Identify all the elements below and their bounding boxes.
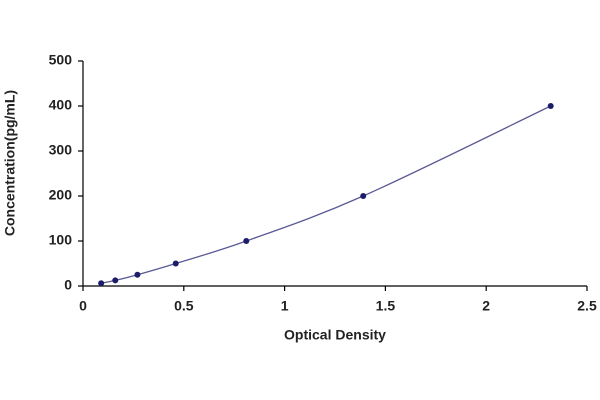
x-axis-title: Optical Density (284, 327, 386, 343)
data-point (547, 103, 554, 109)
data-point (360, 193, 367, 199)
x-tick-label: 0.5 (174, 298, 194, 314)
fit-curve (101, 105, 551, 284)
y-tick-label: 200 (49, 187, 73, 203)
data-point (243, 238, 250, 244)
y-tick-label: 0 (64, 277, 72, 293)
x-tick-label: 2.5 (577, 298, 597, 314)
y-tick-label: 500 (49, 52, 73, 68)
y-tick-label: 400 (49, 97, 73, 113)
x-tick-label: 1.5 (376, 298, 396, 314)
x-tick-label: 0 (79, 298, 87, 314)
y-tick-label: 100 (49, 232, 73, 248)
y-tick-label: 300 (49, 142, 73, 158)
data-point (98, 280, 105, 287)
x-tick-label: 1 (281, 298, 289, 314)
data-point (134, 271, 141, 278)
y-axis-title: Concentration(pg/mL) (2, 90, 18, 236)
data-point (172, 260, 179, 267)
x-tick-label: 2 (482, 298, 490, 314)
data-point (112, 277, 119, 284)
